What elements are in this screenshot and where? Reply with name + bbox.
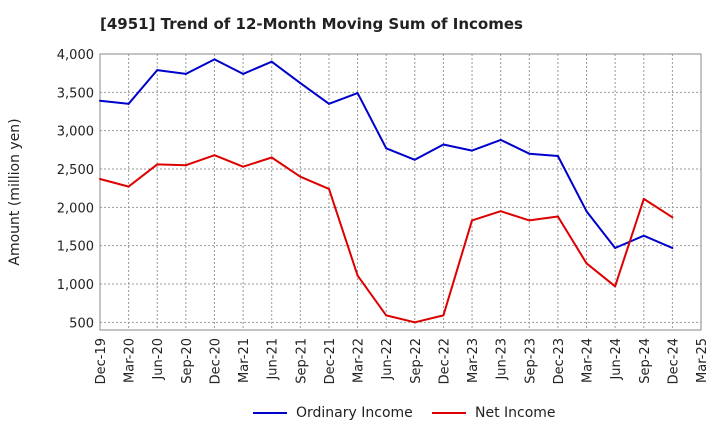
x-tick-label: Dec-19 bbox=[94, 338, 109, 384]
legend-swatch-ordinary-income bbox=[253, 412, 287, 414]
data-point-net-income bbox=[471, 219, 474, 222]
data-point-net-income bbox=[127, 185, 130, 188]
x-tick-label: Jun-20 bbox=[151, 338, 166, 381]
data-point-net-income bbox=[213, 154, 216, 157]
y-tick-label: 3,000 bbox=[57, 125, 94, 140]
legend-item-ordinary-income: Ordinary Income bbox=[253, 405, 413, 421]
data-point-ordinary-income bbox=[327, 102, 330, 105]
y-axis-title: Amount (million yen) bbox=[7, 118, 23, 265]
data-point-ordinary-income bbox=[471, 149, 474, 152]
data-point-net-income bbox=[299, 175, 302, 178]
x-tick-label: Sep-22 bbox=[409, 338, 424, 384]
data-point-ordinary-income bbox=[213, 58, 216, 61]
data-point-ordinary-income bbox=[299, 82, 302, 85]
data-point-net-income bbox=[528, 219, 531, 222]
x-tick-label: Mar-24 bbox=[581, 338, 596, 383]
data-point-net-income bbox=[585, 262, 588, 265]
x-tick-label: Jun-22 bbox=[380, 338, 395, 381]
x-tick-label: Dec-21 bbox=[323, 338, 338, 384]
legend-item-net-income: Net Income bbox=[432, 405, 556, 421]
data-point-ordinary-income bbox=[671, 246, 674, 249]
x-tick-label: Jun-24 bbox=[609, 338, 624, 381]
data-point-ordinary-income bbox=[528, 152, 531, 155]
plot-area bbox=[100, 54, 701, 330]
data-point-ordinary-income bbox=[442, 143, 445, 146]
data-point-ordinary-income bbox=[356, 92, 359, 95]
data-point-net-income bbox=[327, 187, 330, 190]
data-point-ordinary-income bbox=[614, 246, 617, 249]
data-point-net-income bbox=[442, 314, 445, 317]
x-tick-label: Mar-20 bbox=[123, 338, 138, 383]
data-point-ordinary-income bbox=[413, 158, 416, 161]
y-tick-label: 3,500 bbox=[57, 86, 94, 101]
data-point-net-income bbox=[671, 216, 674, 219]
x-tick-label: Jun-21 bbox=[266, 338, 281, 381]
x-tick-label: Dec-23 bbox=[552, 338, 567, 384]
y-tick-label: 500 bbox=[69, 316, 94, 331]
x-tick-label: Sep-23 bbox=[523, 338, 538, 384]
legend-label-ordinary-income: Ordinary Income bbox=[296, 405, 413, 421]
x-tick-label: Dec-22 bbox=[437, 338, 452, 384]
data-point-net-income bbox=[385, 314, 388, 317]
legend-swatch-net-income bbox=[432, 412, 466, 414]
data-point-ordinary-income bbox=[499, 138, 502, 141]
y-tick-label: 4,000 bbox=[57, 48, 94, 63]
data-point-net-income bbox=[356, 274, 359, 277]
x-tick-label: Sep-24 bbox=[638, 338, 653, 384]
data-point-net-income bbox=[499, 210, 502, 213]
x-tick-label: Sep-21 bbox=[294, 338, 309, 384]
data-point-net-income bbox=[614, 285, 617, 288]
data-point-ordinary-income bbox=[156, 69, 159, 72]
data-point-net-income bbox=[184, 164, 187, 167]
data-point-net-income bbox=[242, 165, 245, 168]
data-point-ordinary-income bbox=[99, 99, 101, 102]
data-point-net-income bbox=[156, 163, 159, 166]
x-tick-label: Sep-20 bbox=[180, 338, 195, 384]
x-tick-label: Mar-22 bbox=[352, 338, 367, 383]
x-tick-label: Mar-21 bbox=[237, 338, 252, 383]
y-tick-label: 2,500 bbox=[57, 163, 94, 178]
data-point-ordinary-income bbox=[270, 60, 273, 63]
data-point-net-income bbox=[99, 177, 101, 180]
data-point-net-income bbox=[270, 156, 273, 159]
data-point-ordinary-income bbox=[585, 210, 588, 213]
x-tick-label: Mar-25 bbox=[695, 338, 710, 383]
data-point-net-income bbox=[642, 197, 645, 200]
legend-label-net-income: Net Income bbox=[475, 405, 556, 421]
chart-title: [4951] Trend of 12-Month Moving Sum of I… bbox=[100, 15, 523, 33]
x-tick-label: Dec-20 bbox=[208, 338, 223, 384]
data-point-ordinary-income bbox=[242, 72, 245, 75]
data-point-ordinary-income bbox=[642, 234, 645, 237]
x-tick-label: Mar-23 bbox=[466, 338, 481, 383]
data-point-ordinary-income bbox=[385, 147, 388, 150]
y-tick-label: 1,000 bbox=[57, 278, 94, 293]
data-point-ordinary-income bbox=[184, 72, 187, 75]
y-tick-label: 2,000 bbox=[57, 201, 94, 216]
data-point-ordinary-income bbox=[556, 154, 559, 157]
plot-border bbox=[99, 53, 702, 331]
x-tick-label: Dec-24 bbox=[666, 338, 681, 384]
x-tick-label: Jun-23 bbox=[495, 338, 510, 381]
data-point-ordinary-income bbox=[127, 102, 130, 105]
y-tick-label: 1,500 bbox=[57, 240, 94, 255]
data-point-net-income bbox=[413, 321, 416, 324]
data-point-net-income bbox=[556, 215, 559, 218]
